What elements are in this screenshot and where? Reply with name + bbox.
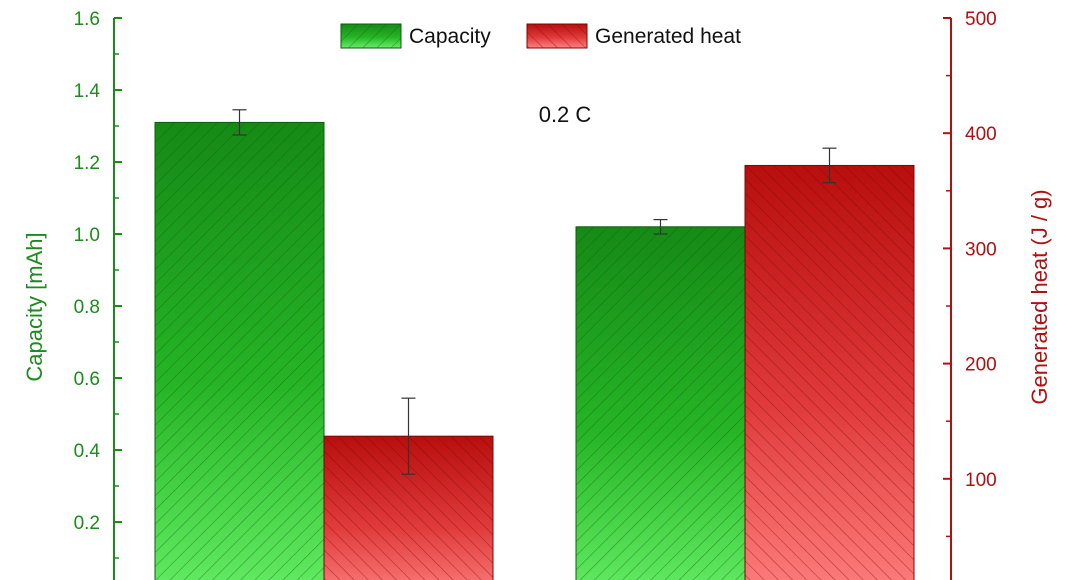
right-tick-label: 500 — [965, 9, 997, 30]
legend-swatch-heat-hatch — [527, 24, 587, 48]
right-axis-ticks: 100 200 300 400 500 — [943, 9, 997, 538]
heat-bar-2-hatch — [745, 165, 914, 580]
legend-label-heat: Generated heat — [595, 25, 741, 48]
left-tick-label: 1.0 — [74, 225, 100, 246]
right-tick-label: 400 — [965, 124, 997, 145]
right-axis-label: Generated heat (J / g) — [1027, 189, 1052, 404]
left-tick-label: 1.2 — [74, 153, 100, 174]
rate-annotation: 0.2 C — [539, 102, 592, 127]
legend-label-capacity: Capacity — [409, 25, 491, 48]
right-tick-label: 300 — [965, 239, 997, 260]
capacity-bar-2-hatch — [576, 226, 745, 580]
right-tick-label: 100 — [965, 470, 997, 491]
left-tick-label: 0.8 — [74, 297, 100, 318]
left-tick-label: 1.6 — [74, 9, 100, 30]
capacity-bar-1-hatch — [155, 122, 324, 580]
errorbars-group — [232, 109, 837, 475]
left-axis-ticks: 0.2 0.4 0.6 0.8 1.0 1.2 1.4 1.6 — [74, 9, 122, 559]
right-tick-label: 200 — [965, 355, 997, 376]
bars-group — [154, 121, 915, 580]
legend-swatch-capacity-hatch — [341, 24, 401, 48]
legend: Capacity Generated heat — [340, 23, 741, 49]
left-tick-label: 0.2 — [74, 513, 100, 534]
left-tick-label: 1.4 — [74, 81, 101, 102]
left-axis-label: Capacity [mAh] — [22, 232, 47, 381]
left-tick-label: 0.4 — [74, 441, 101, 462]
left-tick-label: 0.6 — [74, 369, 100, 390]
